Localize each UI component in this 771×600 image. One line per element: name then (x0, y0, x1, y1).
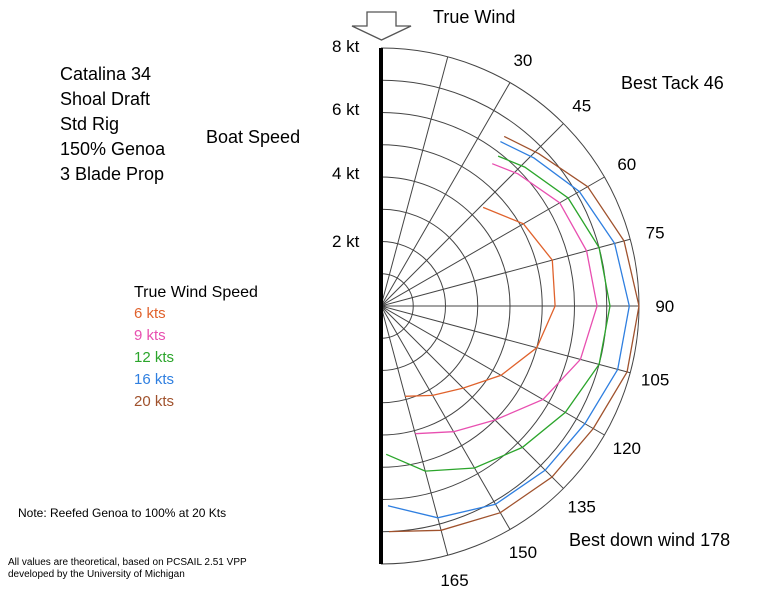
radial-axis-label: Boat Speed (206, 127, 301, 147)
speed-tick-label: 2 kt (332, 232, 360, 251)
angle-labels: 30 45 60 75 90 105 120 135 150 165 (440, 51, 674, 590)
legend-item-6kts: 6 kts (134, 305, 166, 322)
legend-title: True Wind Speed (134, 284, 258, 301)
angle-tick-label: 75 (646, 224, 665, 243)
best-down-wind-annotation: Best down wind 178 (569, 530, 731, 550)
angle-tick-label: 165 (440, 571, 468, 590)
boat-prop: 3 Blade Prop (60, 164, 165, 184)
legend-item-9kts: 9 kts (134, 327, 166, 344)
angle-tick-label: 60 (617, 155, 636, 174)
grid-spoke (380, 305, 511, 530)
series-layer (385, 135, 640, 533)
speed-tick-label: 6 kt (332, 100, 360, 119)
series-line (388, 135, 640, 533)
disclaimer-line-1: All values are theoretical, based on PCS… (8, 557, 247, 568)
angle-tick-label: 150 (509, 543, 537, 562)
disclaimer-line-2: developed by the University of Michigan (8, 569, 185, 580)
grid-spoke (380, 305, 564, 489)
grid-spoke (380, 56, 449, 307)
speed-tick-label: 8 kt (332, 37, 360, 56)
grid-spoke (380, 305, 605, 436)
grid-spoke (380, 123, 564, 307)
angle-tick-label: 45 (572, 96, 591, 115)
series-line (405, 206, 556, 397)
angle-tick-label: 105 (641, 371, 669, 390)
boat-keel: Shoal Draft (60, 89, 151, 109)
polar-grid (379, 47, 640, 565)
series-line (385, 155, 611, 472)
legend-item-20kts: 20 kts (134, 393, 175, 410)
angle-tick-label: 120 (613, 439, 641, 458)
boat-sail: 150% Genoa (60, 139, 166, 159)
grid-spoke (380, 305, 631, 374)
angle-tick-label: 90 (655, 297, 674, 316)
true-wind-arrow-icon (351, 11, 412, 41)
boat-rig: Std Rig (60, 114, 120, 134)
angle-tick-label: 30 (513, 51, 532, 70)
reef-note: Note: Reefed Genoa to 100% at 20 Kts (18, 506, 227, 520)
boat-model: Catalina 34 (60, 64, 152, 84)
grid-spoke (380, 238, 631, 307)
series-line (387, 141, 630, 519)
series-line (415, 163, 598, 435)
chart-title: True Wind (433, 7, 516, 27)
grid-spoke (380, 82, 511, 307)
angle-tick-label: 135 (568, 498, 596, 517)
legend-item-16kts: 16 kts (134, 371, 175, 388)
legend-item-12kts: 12 kts (134, 349, 175, 366)
grid-spoke (380, 176, 605, 307)
grid-spoke (380, 305, 449, 556)
best-tack-annotation: Best Tack 46 (621, 73, 724, 93)
speed-tick-label: 4 kt (332, 164, 360, 183)
